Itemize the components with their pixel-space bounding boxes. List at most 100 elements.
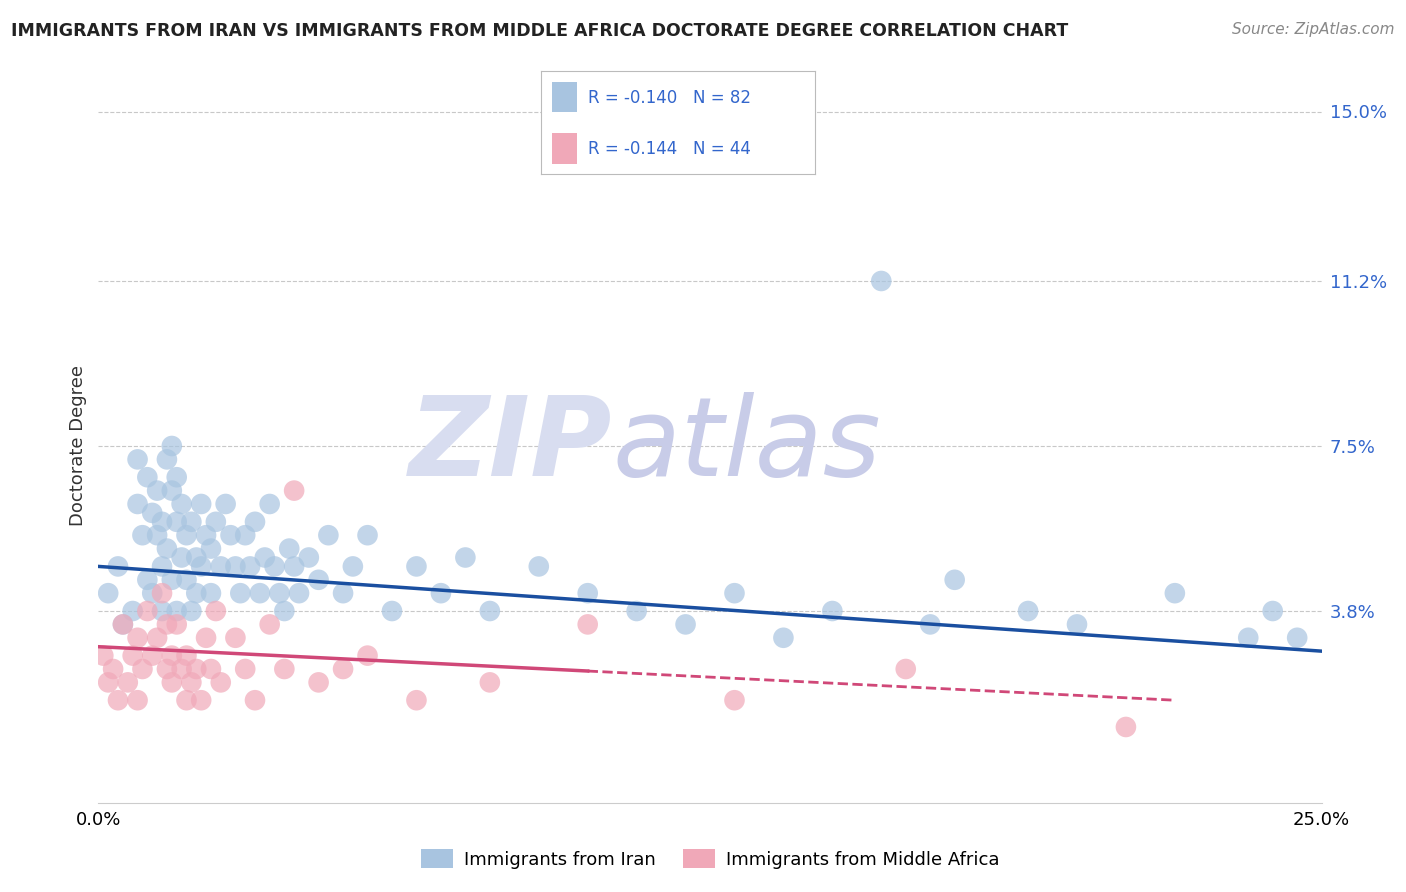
Point xyxy=(186,586,208,600)
Point xyxy=(273,662,295,676)
Point xyxy=(200,586,222,600)
Point xyxy=(283,559,305,574)
Point xyxy=(176,528,198,542)
Point xyxy=(190,559,212,574)
Point xyxy=(405,693,427,707)
Point xyxy=(527,559,550,574)
Point xyxy=(166,470,188,484)
Point xyxy=(156,617,179,632)
Point xyxy=(576,617,599,632)
Point xyxy=(283,483,305,498)
Point xyxy=(136,470,159,484)
Point xyxy=(209,559,232,574)
Point xyxy=(150,604,173,618)
Point xyxy=(166,604,188,618)
Point xyxy=(195,528,218,542)
Point xyxy=(772,631,794,645)
Point xyxy=(1261,604,1284,618)
Text: atlas: atlas xyxy=(612,392,880,500)
Point xyxy=(1017,604,1039,618)
Point xyxy=(233,662,256,676)
Point xyxy=(259,617,281,632)
Point xyxy=(131,528,153,542)
Point xyxy=(269,586,291,600)
Point xyxy=(478,675,501,690)
Point xyxy=(180,675,202,690)
Point xyxy=(1115,720,1137,734)
Point xyxy=(224,559,246,574)
Point xyxy=(136,604,159,618)
Point xyxy=(101,662,124,676)
Point xyxy=(111,617,134,632)
Point xyxy=(821,604,844,618)
Point xyxy=(243,515,266,529)
Point xyxy=(288,586,311,600)
Point xyxy=(146,483,169,498)
Point xyxy=(205,515,228,529)
Point xyxy=(111,617,134,632)
Point xyxy=(478,604,501,618)
Point xyxy=(430,586,453,600)
Point xyxy=(1237,631,1260,645)
Point xyxy=(870,274,893,288)
Point xyxy=(342,559,364,574)
Point xyxy=(121,648,143,663)
Point xyxy=(675,617,697,632)
Point xyxy=(160,573,183,587)
Point xyxy=(190,693,212,707)
Point xyxy=(97,675,120,690)
Point xyxy=(127,452,149,467)
Point xyxy=(186,550,208,565)
Point xyxy=(156,452,179,467)
Point xyxy=(200,541,222,556)
Point xyxy=(224,631,246,645)
Text: R = -0.144   N = 44: R = -0.144 N = 44 xyxy=(588,140,751,158)
Point xyxy=(1164,586,1187,600)
Point xyxy=(920,617,942,632)
Point xyxy=(229,586,252,600)
Legend: Immigrants from Iran, Immigrants from Middle Africa: Immigrants from Iran, Immigrants from Mi… xyxy=(413,842,1007,876)
Point xyxy=(318,528,340,542)
Point xyxy=(308,573,330,587)
Point xyxy=(894,662,917,676)
Point xyxy=(219,528,242,542)
Point xyxy=(160,483,183,498)
Point xyxy=(127,497,149,511)
Text: R = -0.140   N = 82: R = -0.140 N = 82 xyxy=(588,88,751,106)
Point xyxy=(150,559,173,574)
Point xyxy=(259,497,281,511)
Point xyxy=(170,550,193,565)
Point xyxy=(160,648,183,663)
Point xyxy=(156,662,179,676)
Y-axis label: Doctorate Degree: Doctorate Degree xyxy=(69,366,87,526)
Point xyxy=(308,675,330,690)
Point xyxy=(156,541,179,556)
Point xyxy=(180,515,202,529)
Point xyxy=(195,631,218,645)
Point xyxy=(107,693,129,707)
Point xyxy=(170,497,193,511)
Point xyxy=(127,693,149,707)
Point xyxy=(243,693,266,707)
Point xyxy=(190,497,212,511)
Point xyxy=(141,506,163,520)
Point xyxy=(356,648,378,663)
Point xyxy=(176,648,198,663)
Point xyxy=(278,541,301,556)
Point xyxy=(249,586,271,600)
Point xyxy=(233,528,256,542)
Point xyxy=(160,439,183,453)
Point xyxy=(91,648,114,663)
Point xyxy=(1286,631,1309,645)
Point xyxy=(146,528,169,542)
Point xyxy=(263,559,285,574)
Point xyxy=(150,515,173,529)
Point xyxy=(166,617,188,632)
Point xyxy=(141,648,163,663)
Point xyxy=(136,573,159,587)
Point xyxy=(97,586,120,600)
Point xyxy=(356,528,378,542)
Point xyxy=(176,573,198,587)
FancyBboxPatch shape xyxy=(553,133,576,163)
Text: Source: ZipAtlas.com: Source: ZipAtlas.com xyxy=(1232,22,1395,37)
